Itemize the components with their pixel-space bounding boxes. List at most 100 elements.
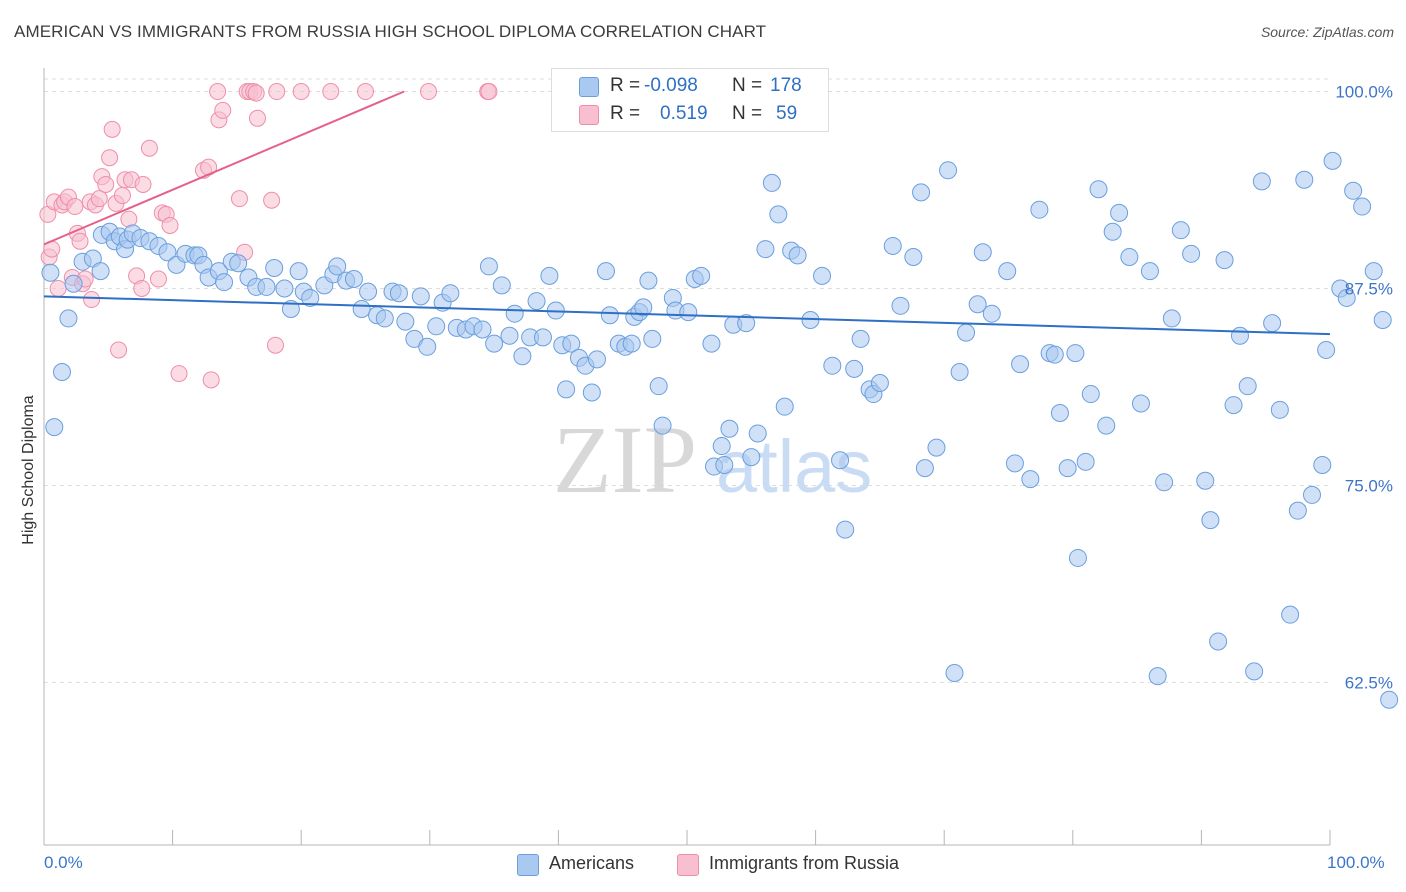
russia-point — [66, 198, 84, 216]
american-point — [1373, 311, 1392, 329]
russia-point — [90, 190, 108, 208]
american-point — [1120, 247, 1139, 266]
american-point — [485, 334, 504, 353]
american-point — [562, 334, 581, 353]
american-point — [1030, 200, 1049, 219]
american-point — [756, 240, 775, 259]
american-point — [418, 337, 437, 356]
bottom-legend-swatch-russia — [677, 854, 699, 876]
american-point — [1131, 394, 1150, 413]
american-point — [91, 262, 110, 281]
american-point — [1110, 203, 1129, 222]
american-point — [427, 317, 446, 336]
russia-point — [133, 279, 151, 297]
american-point — [1344, 181, 1363, 200]
source-label: Source: ZipAtlas.com — [1260, 24, 1394, 40]
russia-point — [268, 83, 286, 101]
american-point — [1068, 548, 1087, 567]
american-point — [1162, 309, 1181, 328]
russia-trendline — [43, 90, 405, 246]
american-point — [289, 262, 308, 281]
american-point — [411, 287, 430, 306]
american-point — [927, 438, 946, 457]
american-point — [1066, 344, 1085, 363]
russia-point — [322, 83, 340, 101]
russia-point — [248, 109, 266, 127]
russia-point — [103, 120, 121, 138]
american-point — [1196, 471, 1215, 490]
american-point — [557, 380, 576, 399]
russia-point — [266, 336, 284, 354]
russia-points — [39, 83, 498, 389]
bottom-legend-label-russia: Immigrants from Russia — [709, 853, 900, 873]
american-point — [1323, 151, 1342, 170]
american-point — [649, 377, 668, 396]
american-point — [1103, 222, 1122, 241]
american-point — [473, 320, 492, 339]
american-point — [1270, 400, 1289, 419]
american-point — [775, 397, 794, 416]
x-tick-label-min: 0.0% — [44, 853, 83, 872]
american-point — [301, 288, 320, 307]
american-point — [1140, 262, 1159, 281]
american-point — [1011, 355, 1030, 374]
russia-point — [420, 83, 438, 101]
american-point — [229, 254, 248, 273]
american-point — [720, 419, 739, 438]
american-point — [359, 282, 378, 301]
american-point — [982, 304, 1001, 323]
american-point — [1182, 244, 1201, 263]
russia-point — [134, 175, 152, 193]
american-point — [64, 274, 83, 293]
legend-r-label: R = — [610, 103, 641, 124]
american-point — [59, 309, 78, 328]
american-point — [788, 246, 807, 265]
russia-point — [263, 191, 281, 209]
american-point — [643, 329, 662, 348]
legend: R = -0.098 N = 178 R = 0.519 N = 59 — [551, 68, 829, 132]
american-point — [702, 334, 721, 353]
axes — [43, 68, 1331, 846]
american-point — [1224, 396, 1243, 415]
russia-point — [209, 83, 227, 101]
legend-row-americans: R = -0.098 N = 178 — [552, 72, 828, 100]
american-point — [265, 259, 284, 277]
trendlines — [43, 90, 1331, 336]
american-point — [769, 205, 788, 224]
american-point — [45, 418, 64, 437]
american-point — [957, 323, 976, 342]
american-point — [41, 263, 60, 282]
american-point — [1081, 385, 1100, 404]
american-point — [479, 257, 498, 276]
american-point — [405, 329, 424, 348]
american-point — [622, 334, 641, 353]
american-point — [891, 296, 910, 315]
american-point — [396, 312, 415, 331]
russia-point — [71, 232, 89, 250]
american-point — [582, 383, 601, 402]
bottom-legend-swatch-americans — [517, 854, 539, 876]
american-point — [1302, 485, 1321, 504]
russia-point — [230, 190, 248, 208]
y-tick-label: 100.0% — [1335, 83, 1393, 102]
y-tick-label: 62.5% — [1345, 673, 1393, 692]
american-points — [41, 151, 1399, 709]
american-point — [1230, 326, 1249, 345]
x-tick-label-max: 100.0% — [1327, 853, 1385, 872]
american-point — [513, 347, 532, 366]
american-point — [692, 266, 711, 285]
chart-title: AMERICAN VS IMMIGRANTS FROM RUSSIA HIGH … — [14, 22, 767, 41]
legend-swatch-russia — [579, 105, 599, 125]
american-point — [375, 309, 394, 328]
american-point — [1005, 454, 1024, 473]
american-point — [762, 173, 781, 192]
american-point — [712, 437, 731, 456]
american-point — [158, 243, 177, 262]
american-point — [1058, 459, 1077, 478]
american-point — [679, 303, 698, 322]
american-point — [737, 314, 756, 333]
russia-point — [161, 216, 179, 234]
american-point — [1089, 180, 1108, 199]
legend-n-value: 59 — [776, 103, 798, 124]
